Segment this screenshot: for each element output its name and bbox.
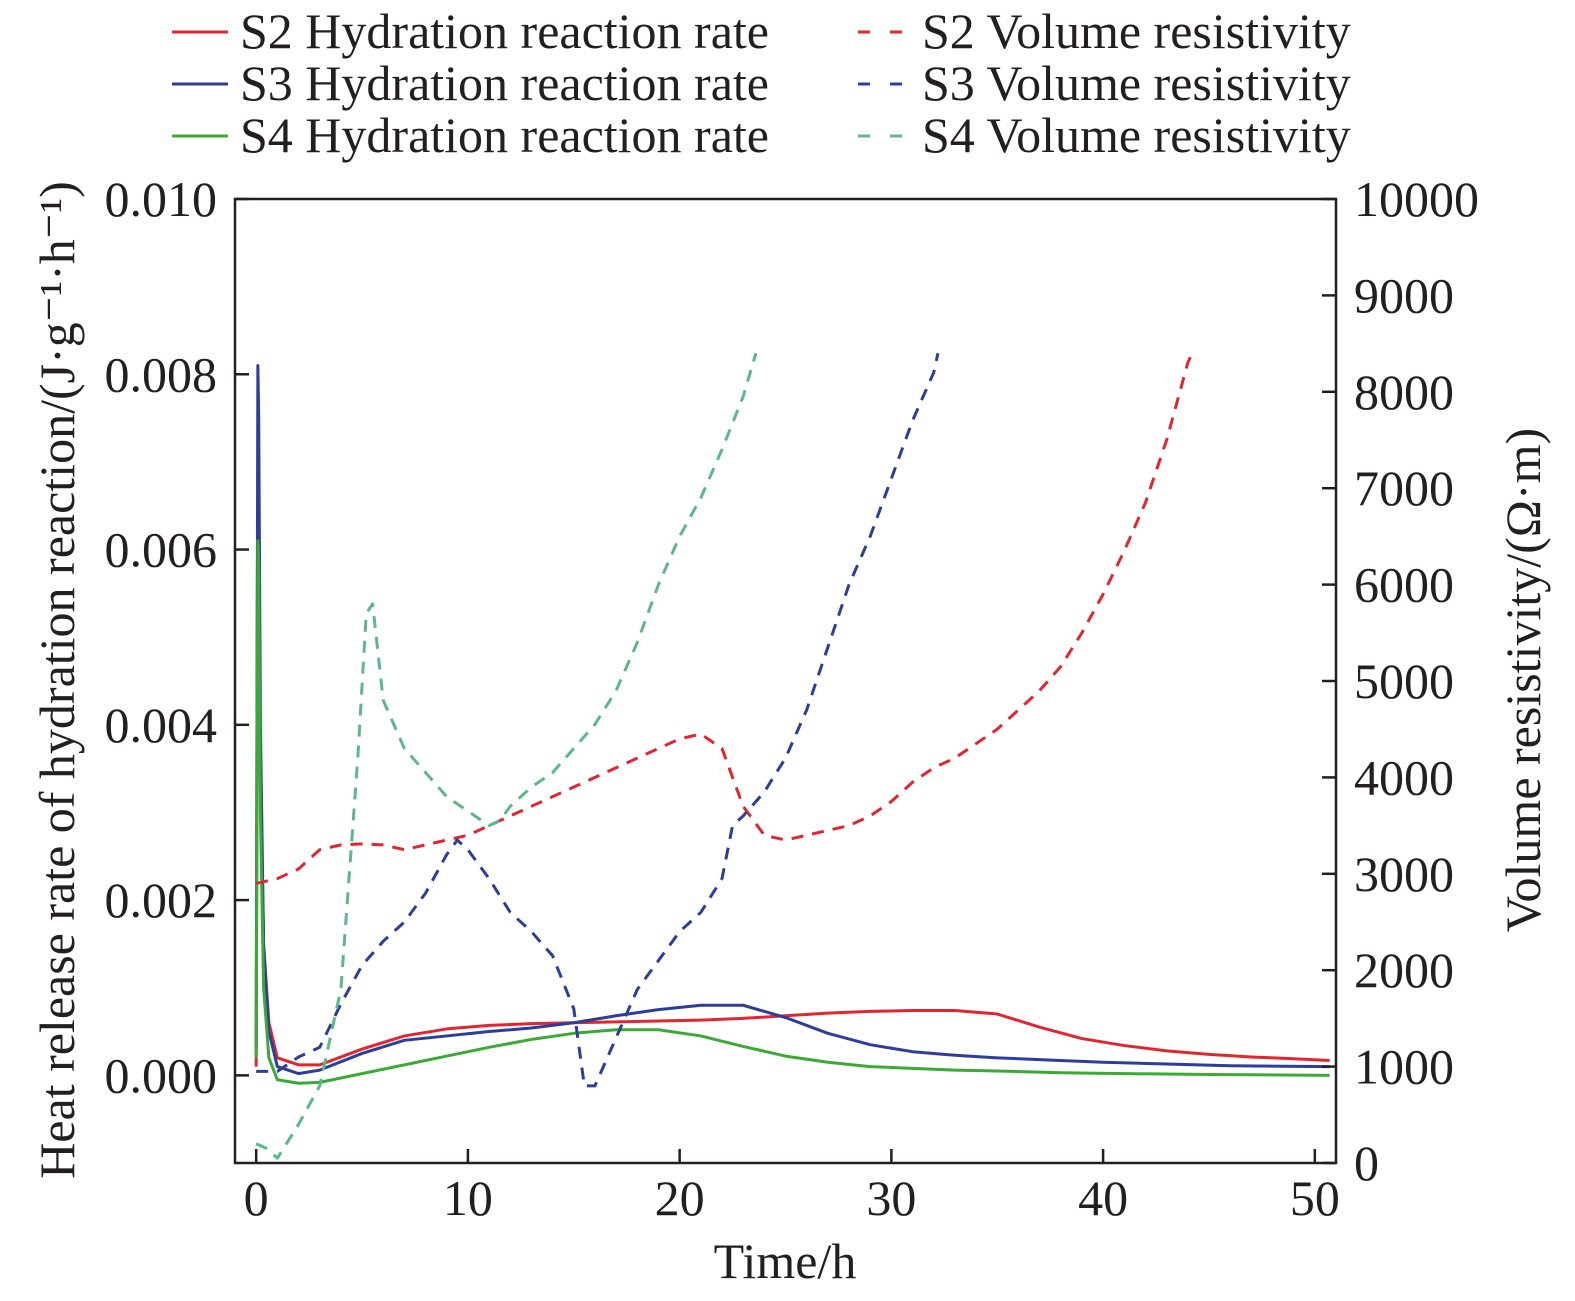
- ticks-layer: 0 10 20 30 40 50 0.000 0.002 0.004 0.006 0.008 0.01…: [105, 171, 1480, 1226]
- y-right-tick-label: 1000: [1354, 1039, 1454, 1095]
- series-line-s2-volume-resistivity: [255, 352, 1194, 885]
- x-tick-label: 30: [866, 1170, 916, 1226]
- y-left-tick-label: 0.006: [105, 522, 218, 578]
- y-right-tick-label: 7000: [1354, 460, 1454, 516]
- series-line-s3-hydration-reaction-rate: [254, 364, 1330, 1076]
- legend-entry-s2-rate: S2 Hydration reaction rate: [172, 3, 769, 59]
- y-left-tick-label: 0.004: [105, 697, 218, 753]
- legend-entry-s2-resistivity: S2 Volume resistivity: [858, 3, 1351, 59]
- y-left-tick-label: 0.010: [105, 171, 218, 227]
- y-right-tick-label: 8000: [1354, 364, 1454, 420]
- legend-entry-s3-resistivity: S3 Volume resistivity: [858, 55, 1351, 111]
- y-right-tick-label: 10000: [1354, 171, 1479, 227]
- legend-label-s2-resistivity: S2 Volume resistivity: [922, 3, 1351, 59]
- legend-label-s4-rate: S4 Hydration reaction rate: [240, 107, 769, 163]
- y-left-tick-label: 0.000: [105, 1047, 218, 1103]
- legend: S2 Hydration reaction rate S2 Volume res…: [172, 3, 1351, 163]
- y-right-tick-label: 0: [1354, 1135, 1379, 1191]
- y-left-tick-label: 0.008: [105, 346, 218, 402]
- legend-entry-s3-rate: S3 Hydration reaction rate: [172, 55, 769, 111]
- y-right-tick-label: 2000: [1354, 942, 1454, 998]
- series-line-s2-hydration-reaction-rate: [254, 530, 1330, 1067]
- y-right-tick-label: 9000: [1354, 267, 1454, 323]
- x-tick-label: 0: [244, 1170, 269, 1226]
- series-line-s4-hydration-reaction-rate: [254, 539, 1330, 1085]
- legend-label-s3-resistivity: S3 Volume resistivity: [922, 55, 1351, 111]
- x-axis-title: Time/h: [714, 1233, 857, 1289]
- series-layer: [254, 352, 1330, 1160]
- y-left-axis-title: Heat release rate of hydration reaction/…: [29, 181, 85, 1179]
- series-line-s3-volume-resistivity: [256, 352, 940, 1088]
- y-right-tick-label: 3000: [1354, 846, 1454, 902]
- x-tick-label: 40: [1078, 1170, 1128, 1226]
- x-tick-label: 50: [1290, 1170, 1340, 1226]
- legend-entry-s4-rate: S4 Hydration reaction rate: [172, 107, 769, 163]
- legend-label-s3-rate: S3 Hydration reaction rate: [240, 55, 769, 111]
- y-right-tick-label: 5000: [1354, 653, 1454, 709]
- y-right-tick-label: 4000: [1354, 749, 1454, 805]
- y-right-tick-label: 6000: [1354, 557, 1454, 613]
- legend-label-s4-resistivity: S4 Volume resistivity: [922, 107, 1351, 163]
- legend-entry-s4-resistivity: S4 Volume resistivity: [858, 107, 1351, 163]
- series-line-s4-volume-resistivity: [255, 352, 758, 1160]
- y-right-axis-title: Volume resistivity/(Ω·m): [1495, 428, 1551, 932]
- x-tick-label: 20: [655, 1170, 705, 1226]
- y-left-tick-label: 0.002: [105, 872, 218, 928]
- x-tick-label: 10: [443, 1170, 493, 1226]
- legend-label-s2-rate: S2 Hydration reaction rate: [240, 3, 769, 59]
